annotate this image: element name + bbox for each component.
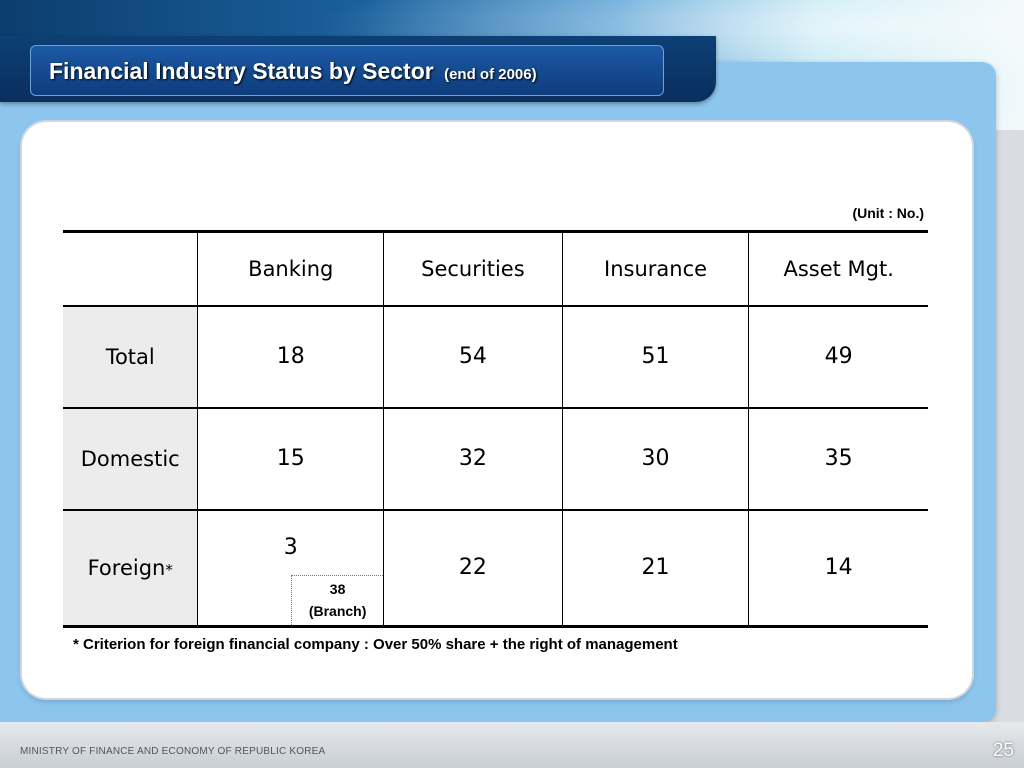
branch-label: (Branch) — [308, 603, 367, 619]
branch-note: 38 (Branch) — [291, 575, 384, 625]
header-corner — [63, 232, 198, 306]
cell-foreign-insurance: 21 — [561, 509, 749, 627]
cell-foreign-banking: 3 38 (Branch) — [197, 509, 384, 627]
column-header-securities: Securities — [383, 231, 563, 306]
unit-label: (Unit : No.) — [852, 205, 924, 221]
slide-title: Financial Industry Status by Sector (end… — [49, 58, 537, 88]
cell-domestic-asset-mgt: 35 — [748, 407, 928, 510]
cell-foreign-securities: 22 — [383, 509, 563, 627]
title-box — [30, 45, 664, 96]
cell-total-banking: 18 — [197, 305, 384, 408]
table-row-domestic: Domestic 15 32 30 35 — [63, 407, 928, 510]
foreign-banking-value: 3 — [283, 534, 298, 560]
row-label-foreign: Foreign — [87, 555, 166, 580]
row-label-total: Total — [63, 305, 198, 408]
branch-count: 38 — [329, 581, 346, 597]
column-header-insurance: Insurance — [561, 231, 749, 306]
table-header-row: Banking Securities Insurance Asset Mgt. — [63, 231, 928, 306]
footer-org-name: MINISTRY OF FINANCE AND ECONOMY OF REPUB… — [20, 746, 326, 757]
row-label-domestic: Domestic — [63, 407, 198, 510]
footnote: * Criterion for foreign financial compan… — [73, 636, 678, 653]
cell-domestic-securities: 32 — [383, 407, 563, 510]
cell-total-asset-mgt: 49 — [748, 305, 928, 408]
slide-title-main: Financial Industry Status by Sector — [49, 58, 434, 84]
table-row-foreign: Foreign* 3 38 (Branch) 22 21 14 — [63, 509, 928, 627]
footer-band — [0, 722, 1024, 768]
cell-foreign-asset-mgt: 14 — [748, 509, 928, 627]
column-header-asset-mgt: Asset Mgt. — [748, 231, 928, 306]
cell-total-insurance: 51 — [561, 305, 749, 408]
sector-table: Banking Securities Insurance Asset Mgt. … — [63, 230, 928, 628]
slide-title-suffix: (end of 2006) — [444, 66, 537, 83]
footnote-mark: * — [165, 560, 173, 579]
table-row-total: Total 18 54 51 49 — [63, 305, 928, 408]
page-number: 25 — [992, 740, 1014, 761]
column-header-banking: Banking — [197, 231, 384, 306]
cell-domestic-insurance: 30 — [561, 407, 749, 510]
cell-domestic-banking: 15 — [197, 407, 384, 510]
row-label-foreign-cell: Foreign* — [63, 509, 198, 627]
cell-total-securities: 54 — [383, 305, 563, 408]
